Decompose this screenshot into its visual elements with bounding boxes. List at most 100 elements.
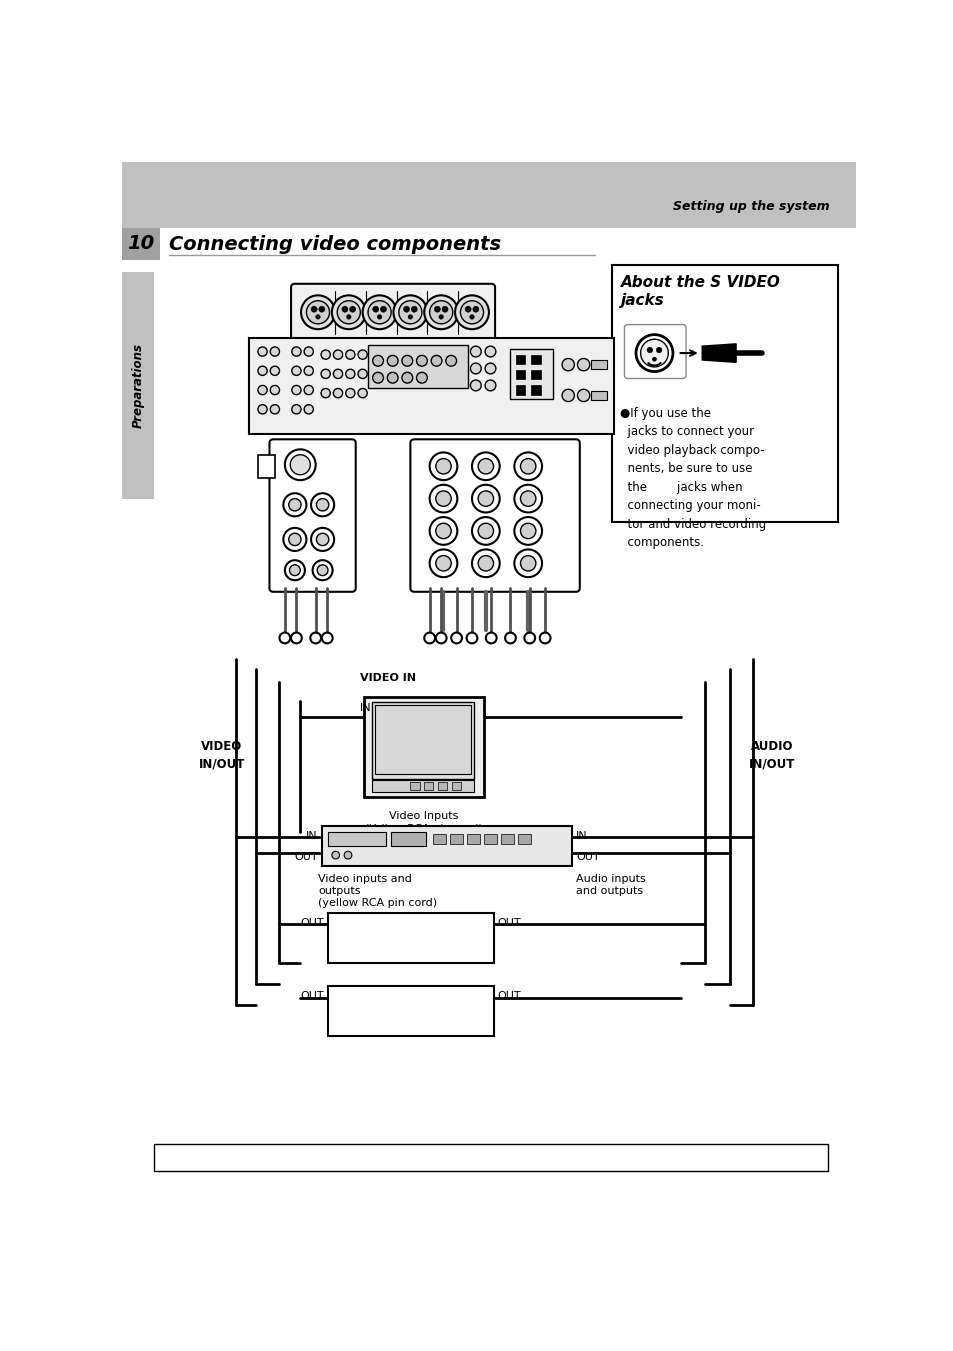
FancyBboxPatch shape — [410, 439, 579, 592]
Circle shape — [436, 555, 451, 571]
Circle shape — [472, 517, 499, 544]
Circle shape — [434, 307, 440, 312]
Circle shape — [336, 301, 360, 324]
Circle shape — [376, 315, 381, 319]
Circle shape — [656, 347, 661, 353]
Circle shape — [306, 301, 329, 324]
Text: Connecting video components: Connecting video components — [170, 235, 501, 254]
Circle shape — [472, 550, 499, 577]
Bar — [249, 338, 614, 434]
Circle shape — [477, 555, 493, 571]
Circle shape — [380, 307, 386, 312]
Circle shape — [484, 346, 496, 357]
Circle shape — [345, 350, 355, 359]
Bar — [516, 385, 524, 394]
Circle shape — [292, 366, 301, 376]
Circle shape — [416, 373, 427, 384]
Circle shape — [283, 528, 306, 551]
Circle shape — [368, 301, 391, 324]
Circle shape — [345, 389, 355, 397]
Circle shape — [472, 453, 499, 480]
Circle shape — [321, 632, 333, 643]
Bar — [510, 349, 552, 400]
Bar — [410, 782, 419, 790]
Bar — [433, 834, 445, 844]
Circle shape — [429, 517, 456, 544]
Circle shape — [257, 366, 267, 376]
Circle shape — [514, 550, 541, 577]
Bar — [372, 703, 474, 780]
Circle shape — [514, 485, 541, 512]
Circle shape — [304, 366, 313, 376]
Bar — [321, 825, 572, 866]
Circle shape — [333, 389, 342, 397]
Text: OUT: OUT — [300, 992, 324, 1001]
Circle shape — [373, 373, 383, 384]
Bar — [591, 359, 606, 369]
Circle shape — [520, 523, 536, 539]
Text: OUT: OUT — [497, 992, 520, 1001]
Circle shape — [346, 315, 351, 319]
Circle shape — [520, 555, 536, 571]
Circle shape — [292, 385, 301, 394]
Circle shape — [357, 389, 367, 397]
Bar — [516, 354, 524, 363]
Circle shape — [270, 366, 279, 376]
Text: 10: 10 — [127, 234, 154, 253]
Circle shape — [285, 561, 305, 580]
Bar — [121, 273, 153, 500]
Text: IN: IN — [360, 704, 372, 713]
Circle shape — [349, 307, 355, 312]
Text: IN: IN — [576, 831, 587, 840]
Text: OUT: OUT — [497, 917, 520, 928]
Circle shape — [431, 355, 441, 366]
Circle shape — [333, 350, 342, 359]
Circle shape — [504, 632, 516, 643]
Text: About the S VIDEO
jacks: About the S VIDEO jacks — [620, 274, 781, 308]
Circle shape — [362, 296, 396, 330]
Bar — [531, 370, 540, 380]
Circle shape — [652, 357, 656, 361]
Circle shape — [270, 385, 279, 394]
Bar — [328, 832, 385, 846]
Circle shape — [341, 307, 348, 312]
Circle shape — [646, 347, 652, 353]
Circle shape — [393, 296, 427, 330]
Circle shape — [514, 453, 541, 480]
Circle shape — [436, 523, 451, 539]
Circle shape — [451, 632, 461, 643]
Circle shape — [561, 389, 574, 401]
Circle shape — [429, 453, 456, 480]
Circle shape — [332, 851, 339, 859]
Text: Preparations: Preparations — [132, 343, 144, 428]
Bar — [452, 782, 460, 790]
Bar — [612, 265, 837, 523]
Bar — [121, 162, 856, 227]
Circle shape — [345, 369, 355, 378]
Circle shape — [424, 632, 435, 643]
Circle shape — [429, 485, 456, 512]
Circle shape — [291, 632, 301, 643]
Text: VIDEO IN: VIDEO IN — [360, 673, 416, 684]
Circle shape — [270, 347, 279, 357]
Circle shape — [357, 350, 367, 359]
Circle shape — [257, 347, 267, 357]
Bar — [364, 697, 483, 797]
Circle shape — [577, 358, 589, 370]
Circle shape — [332, 296, 365, 330]
Circle shape — [455, 296, 488, 330]
Circle shape — [469, 315, 474, 319]
Bar — [375, 705, 471, 774]
Circle shape — [636, 335, 672, 372]
Bar — [531, 385, 540, 394]
Text: Setting up the system: Setting up the system — [673, 200, 829, 213]
Circle shape — [310, 632, 321, 643]
Bar — [516, 370, 524, 380]
Bar — [121, 227, 160, 259]
Circle shape — [470, 380, 480, 390]
Text: VIDEO
IN/OUT: VIDEO IN/OUT — [198, 740, 245, 770]
Circle shape — [477, 458, 493, 474]
Circle shape — [436, 458, 451, 474]
Circle shape — [373, 355, 383, 366]
Circle shape — [304, 405, 313, 413]
